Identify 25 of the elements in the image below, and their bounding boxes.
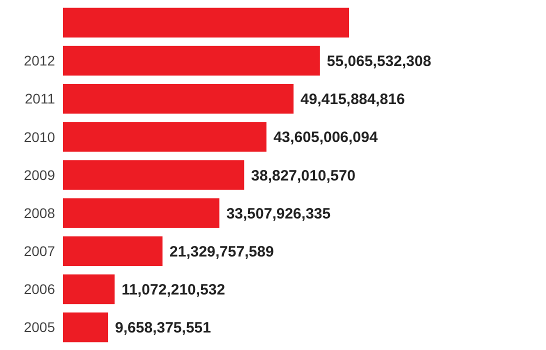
- data-label: 43,605,006,094: [273, 129, 378, 146]
- y-tick-label: 2011: [24, 90, 56, 107]
- data-label: 11,072,210,532: [122, 282, 226, 299]
- bar: [63, 46, 320, 76]
- bar: [63, 122, 266, 152]
- y-tick-label: 2010: [24, 128, 56, 145]
- data-label: 33,507,926,335: [226, 205, 331, 222]
- bar: [63, 312, 108, 342]
- y-tick-label: 2005: [24, 319, 56, 336]
- y-tick-label: 2006: [24, 281, 56, 298]
- y-tick-label: 2008: [24, 204, 56, 221]
- data-label: 55,065,532,308: [326, 52, 432, 70]
- bar: [63, 8, 349, 38]
- data-label: 49,415,884,816: [300, 91, 405, 108]
- data-label: 21,329,757,589: [170, 243, 274, 260]
- data-label: 9,658,375,551: [115, 320, 211, 337]
- bar: [63, 274, 115, 304]
- bar: [63, 84, 294, 114]
- y-tick-label: 2009: [24, 166, 56, 183]
- bar: [63, 160, 244, 190]
- bar: [63, 198, 220, 228]
- data-label: 38,827,010,570: [251, 167, 356, 184]
- bar: [63, 236, 163, 266]
- y-tick-label: 2007: [24, 243, 56, 260]
- y-tick-label: 2012: [24, 52, 56, 69]
